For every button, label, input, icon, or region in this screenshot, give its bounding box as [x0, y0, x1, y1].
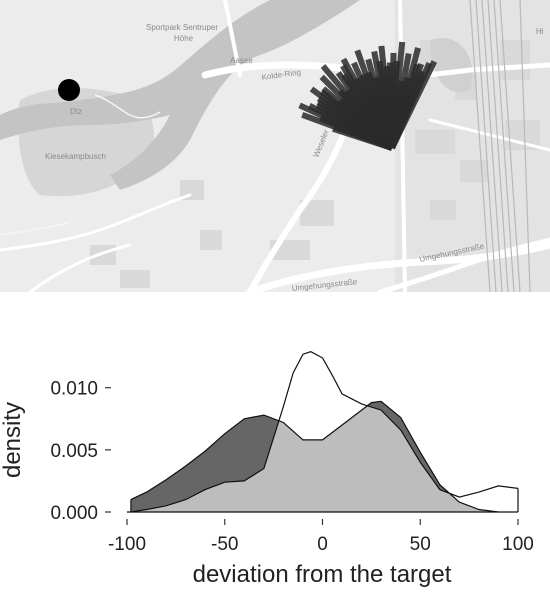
x-tick-label: -50 — [211, 534, 238, 555]
direction-ray — [389, 60, 437, 150]
street-map: Sportpark Sentruper Höhe Aasee Kolde-Rin… — [0, 0, 550, 292]
lake-aasee — [0, 0, 360, 190]
x-tick-label: -100 — [108, 534, 146, 555]
x-axis-title: deviation from the target — [193, 561, 452, 588]
target-marker — [58, 79, 80, 101]
map-panel: Sportpark Sentruper Höhe Aasee Kolde-Rin… — [0, 0, 550, 292]
map-label-kiesekampbusch: Kiesekampbusch — [45, 152, 106, 161]
x-tick-label: 0 — [317, 534, 328, 555]
map-label-hi: Hi — [536, 27, 544, 36]
map-label-aasee: Aasee — [230, 56, 253, 65]
density-overlap-area — [130, 405, 499, 512]
y-tick-label: 0.005 — [50, 441, 98, 462]
density-curve-2 — [130, 351, 519, 513]
density-chart: -100 -50 0 50 100 0.000 0.005 0.010 density dev… — [0, 292, 550, 590]
x-tick-label: 50 — [410, 534, 431, 555]
y-tick-label: 0.010 — [50, 379, 98, 400]
paths — [0, 94, 161, 236]
direction-rays — [298, 41, 437, 151]
y-axis-title: density — [0, 402, 26, 478]
map-label-sportpark: Sportpark Sentruper — [146, 23, 218, 32]
park-area — [430, 38, 473, 93]
map-label-hohe: Höhe — [174, 34, 194, 43]
railway-tracks — [469, 0, 531, 292]
x-tick-label: 100 — [502, 534, 534, 555]
density-curve-1 — [130, 400, 499, 513]
y-tick-label: 0.000 — [50, 503, 98, 524]
map-label-dtz: Dtz — [70, 107, 82, 116]
density-plot: -100 -50 0 50 100 0.000 0.005 0.010 density dev… — [0, 351, 534, 588]
